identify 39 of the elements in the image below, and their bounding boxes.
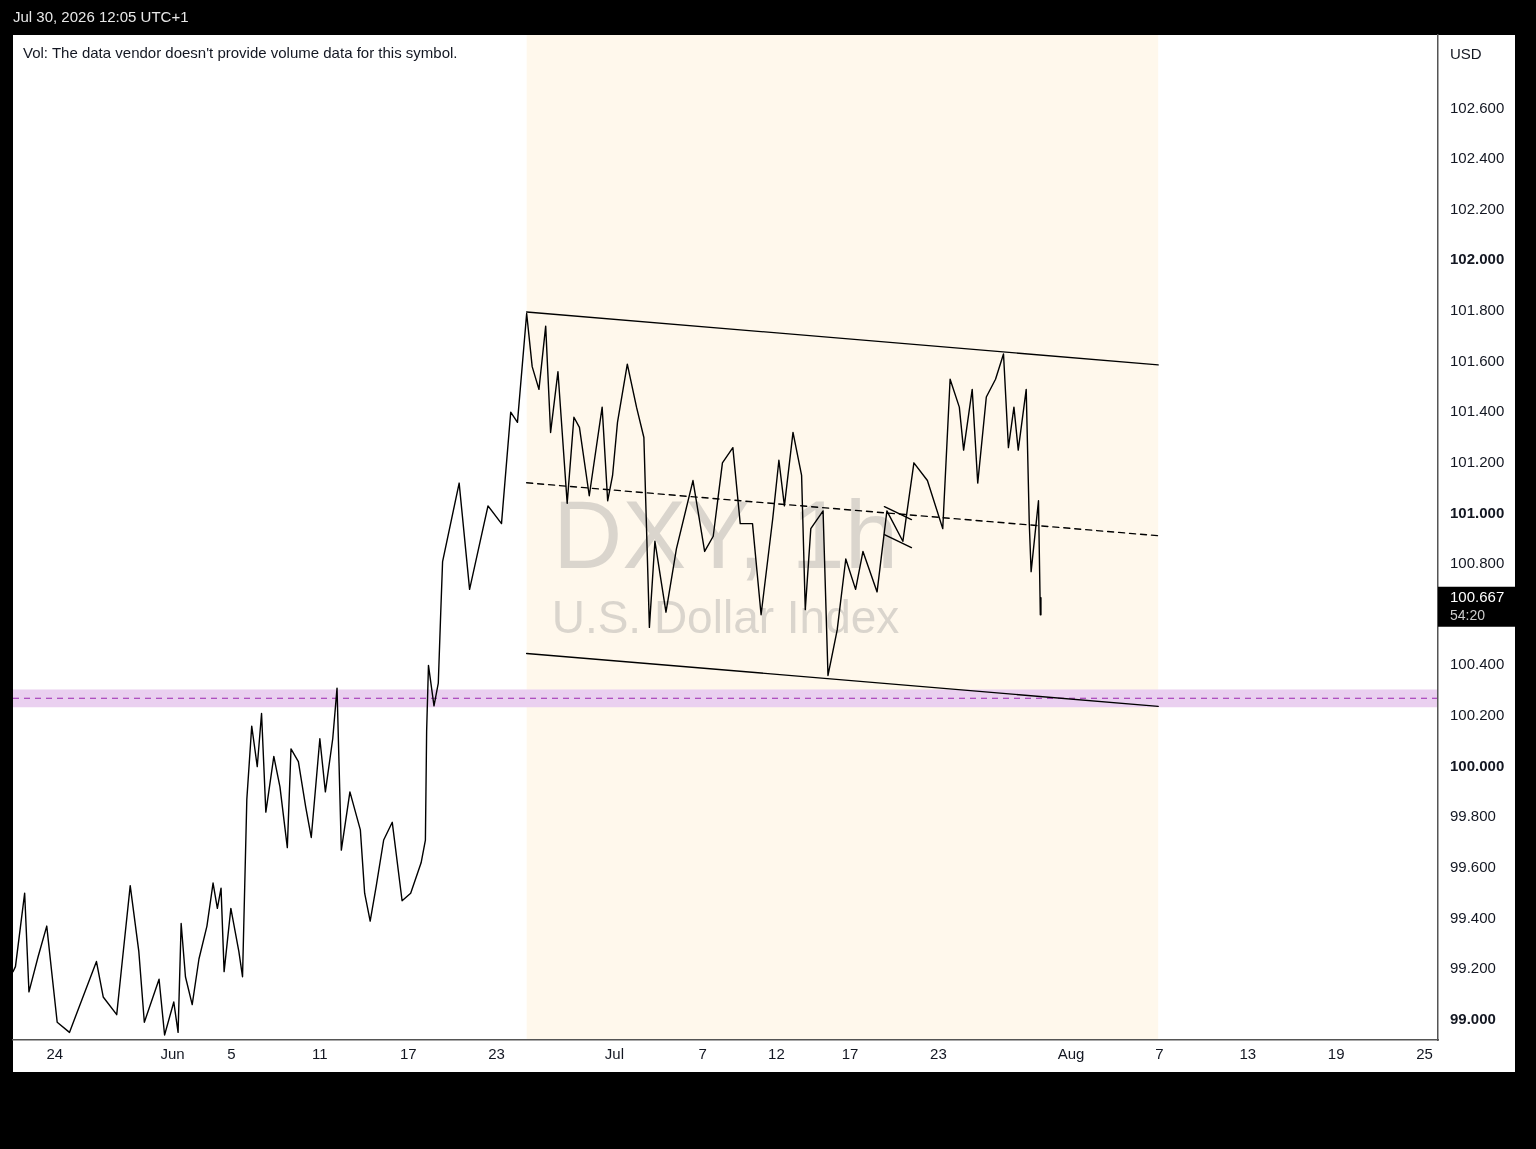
y-tick-label: 100.800 bbox=[1450, 554, 1505, 572]
x-tick-label: Jul bbox=[604, 1045, 625, 1063]
y-tick-label: 99.400 bbox=[1450, 908, 1496, 926]
x-tick-label: 19 bbox=[1327, 1045, 1345, 1063]
x-tick-label: Aug bbox=[1057, 1045, 1085, 1063]
y-tick-label: 99.600 bbox=[1450, 858, 1496, 875]
y-tick-label: 101.200 bbox=[1450, 452, 1505, 470]
x-tick-label: 5 bbox=[227, 1045, 236, 1063]
x-tick-label: 7 bbox=[698, 1045, 707, 1063]
y-tick-label: 102.200 bbox=[1450, 199, 1505, 217]
x-tick-label: 17 bbox=[841, 1045, 859, 1063]
x-tick-label: 23 bbox=[488, 1045, 505, 1063]
x-tick-label: 24 bbox=[46, 1045, 64, 1063]
x-tick-label: 12 bbox=[768, 1045, 785, 1063]
y-tick-label: 99.000 bbox=[1450, 1009, 1496, 1027]
y-tick-label: 100.200 bbox=[1450, 706, 1505, 724]
y-tick-label: 100.400 bbox=[1450, 655, 1505, 673]
y-tick-label: 101.600 bbox=[1450, 351, 1505, 369]
x-tick-label: 23 bbox=[930, 1045, 947, 1063]
y-tick-label: 102.000 bbox=[1450, 250, 1505, 268]
x-tick-label: 11 bbox=[312, 1045, 328, 1063]
y-tick-label: 101.800 bbox=[1450, 301, 1505, 319]
y-tick-label: 100.000 bbox=[1450, 756, 1505, 774]
annotation: Vol: The data vendor doesn't provide volume data for this symbol. bbox=[23, 44, 458, 62]
x-tick-label: 7 bbox=[1155, 1045, 1164, 1063]
y-tick-label: 99.200 bbox=[1450, 959, 1496, 977]
y-tick-label: 102.600 bbox=[1450, 98, 1505, 116]
x-tick-label: 17 bbox=[399, 1045, 417, 1063]
x-tick-label: 13 bbox=[1239, 1045, 1257, 1063]
x-tick-label: 25 bbox=[1416, 1045, 1433, 1063]
y-tick-label: 99.800 bbox=[1450, 807, 1496, 825]
text: Jul 30, 2026 12:05 UTC+1 bbox=[13, 8, 189, 26]
y-tick-label: 101.400 bbox=[1450, 402, 1505, 420]
y-tick-label: 102.400 bbox=[1450, 149, 1505, 167]
x-tick-label: Jun bbox=[160, 1045, 185, 1063]
text: 100.667 bbox=[1450, 587, 1505, 605]
y-tick-label: 101.000 bbox=[1450, 503, 1505, 521]
text: 54:20 bbox=[1450, 606, 1486, 623]
y-axis-title: USD bbox=[1450, 45, 1482, 63]
